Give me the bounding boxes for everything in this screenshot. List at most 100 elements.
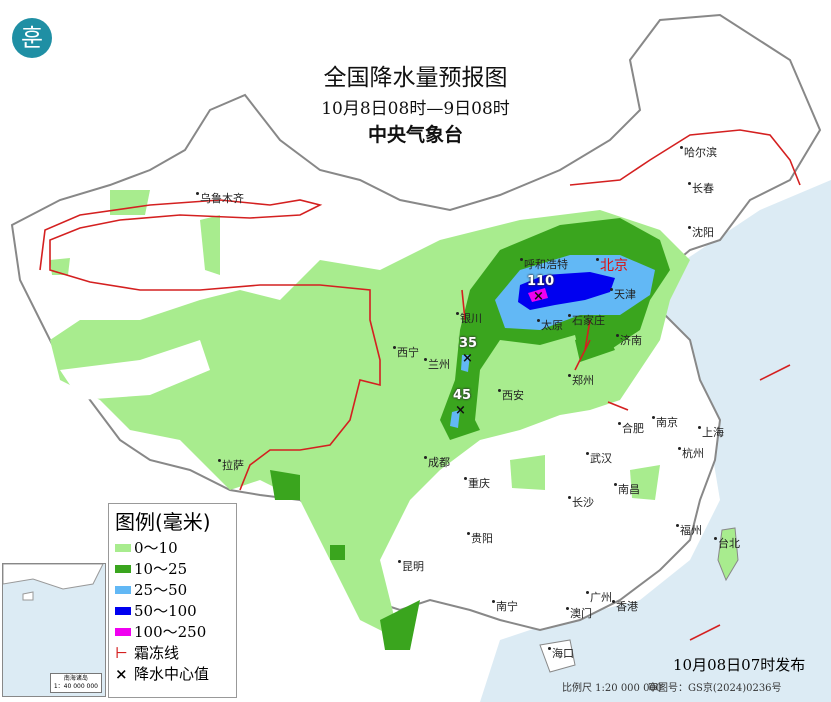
city-dot-icon (678, 447, 681, 450)
frost-line-icon: ⊢ (115, 643, 128, 662)
inset-title: 南海诸岛 (63, 675, 88, 682)
city-dot-icon (680, 146, 683, 149)
city-label: 贵阳 (467, 532, 493, 545)
city-label: 拉萨 (218, 459, 244, 472)
city-name: 合肥 (622, 422, 644, 435)
frost-lines (39, 129, 801, 641)
precip-center-marker: × (455, 403, 466, 418)
legend-item: × 降水中心值 (115, 663, 230, 684)
city-name: 济南 (620, 334, 642, 347)
city-label: 呼和浩特 (520, 258, 568, 271)
inset-caption: 南海诸岛 1：40 000 000 (49, 673, 102, 693)
city-label: 成都 (424, 456, 450, 469)
logo-glyph: 훈 (20, 24, 44, 52)
rain-25-50-small-1 (461, 355, 470, 372)
city-dot-icon (596, 258, 599, 261)
legend-swatch (115, 627, 131, 636)
city-name: 长沙 (572, 496, 594, 509)
precip-center-marker: × (462, 351, 473, 366)
city-name: 沈阳 (692, 226, 714, 239)
issue-time: 10月08日07时发布 (673, 656, 806, 674)
city-dot-icon (614, 483, 617, 486)
legend-label: 100～250 (134, 623, 207, 641)
city-label: 哈尔滨 (680, 146, 717, 159)
legend-title: 图例(毫米) (115, 510, 211, 534)
city-name: 郑州 (572, 374, 594, 387)
city-name: 呼和浩特 (524, 258, 568, 271)
city-dot-icon (652, 416, 655, 419)
rain-100-250 (528, 288, 548, 302)
city-label: 北京 (596, 258, 628, 274)
legend-label: 50～100 (134, 602, 197, 620)
city-dot-icon (568, 496, 571, 499)
legend-label: 降水中心值 (134, 665, 210, 683)
sea-area (480, 180, 831, 702)
city-dot-icon (566, 607, 569, 610)
city-name: 西安 (502, 389, 524, 402)
city-dot-icon (586, 452, 589, 455)
city-dot-icon (398, 560, 401, 563)
city-label: 台北 (714, 537, 740, 550)
legend-swatch (115, 543, 131, 552)
city-name: 台北 (718, 537, 740, 550)
city-label: 合肥 (618, 422, 644, 435)
city-name: 兰州 (428, 358, 450, 371)
city-name: 哈尔滨 (684, 146, 717, 159)
rain-25-50-small-2 (450, 410, 460, 428)
legend-item: 0～10 (115, 537, 230, 558)
city-name: 南昌 (618, 483, 640, 496)
city-dot-icon (520, 258, 523, 261)
city-name: 广州 (590, 591, 612, 604)
legend-label: 0～10 (134, 539, 178, 557)
city-dot-icon (467, 532, 470, 535)
legend-item: 50～100 (115, 600, 230, 621)
city-dot-icon (714, 537, 717, 540)
map-scale: 比例尺 1:20 000 000 (562, 683, 663, 694)
city-dot-icon (424, 456, 427, 459)
legend-swatch (115, 585, 131, 594)
city-dot-icon (498, 389, 501, 392)
city-dot-icon (586, 591, 589, 594)
legend-item: 100～250 (115, 621, 230, 642)
cma-logo: 훈 (12, 18, 52, 58)
forecast-period: 10月8日08时—9日08时 (321, 99, 510, 119)
city-label: 天津 (610, 288, 636, 301)
inset-map (2, 563, 104, 601)
center-marker-icon: × (115, 664, 128, 683)
legend-item: 10～25 (115, 558, 230, 579)
city-name: 北京 (600, 258, 628, 274)
city-label: 上海 (698, 426, 724, 439)
city-dot-icon (688, 182, 691, 185)
city-name: 石家庄 (572, 314, 605, 327)
city-name: 上海 (702, 426, 724, 439)
city-name: 西宁 (397, 346, 419, 359)
city-dot-icon (610, 288, 613, 291)
city-name: 海口 (552, 647, 574, 660)
city-label: 沈阳 (688, 226, 714, 239)
city-dot-icon (698, 426, 701, 429)
city-dot-icon (618, 422, 621, 425)
city-label: 澳门 (566, 607, 592, 620)
city-name: 银川 (460, 312, 482, 325)
precip-center-value: 35 (459, 336, 478, 351)
city-label: 乌鲁木齐 (196, 192, 244, 205)
legend-label: 25～50 (134, 581, 188, 599)
city-dot-icon (393, 346, 396, 349)
city-label: 重庆 (464, 477, 490, 490)
city-name: 成都 (428, 456, 450, 469)
city-label: 杭州 (678, 447, 704, 460)
city-label: 石家庄 (568, 314, 605, 327)
precip-center-marker: × (533, 289, 544, 304)
city-label: 西宁 (393, 346, 419, 359)
precip-center-value: 110 (527, 274, 555, 289)
city-name: 天津 (614, 288, 636, 301)
review-number: 审图号：GS京(2024)0236号 (648, 683, 782, 694)
city-dot-icon (492, 600, 495, 603)
city-label: 西安 (498, 389, 524, 402)
rain-50-100 (518, 272, 615, 310)
city-label: 郑州 (568, 374, 594, 387)
city-label: 武汉 (586, 452, 612, 465)
inset-scale: 1：40 000 000 (53, 683, 98, 690)
city-name: 乌鲁木齐 (200, 192, 244, 205)
